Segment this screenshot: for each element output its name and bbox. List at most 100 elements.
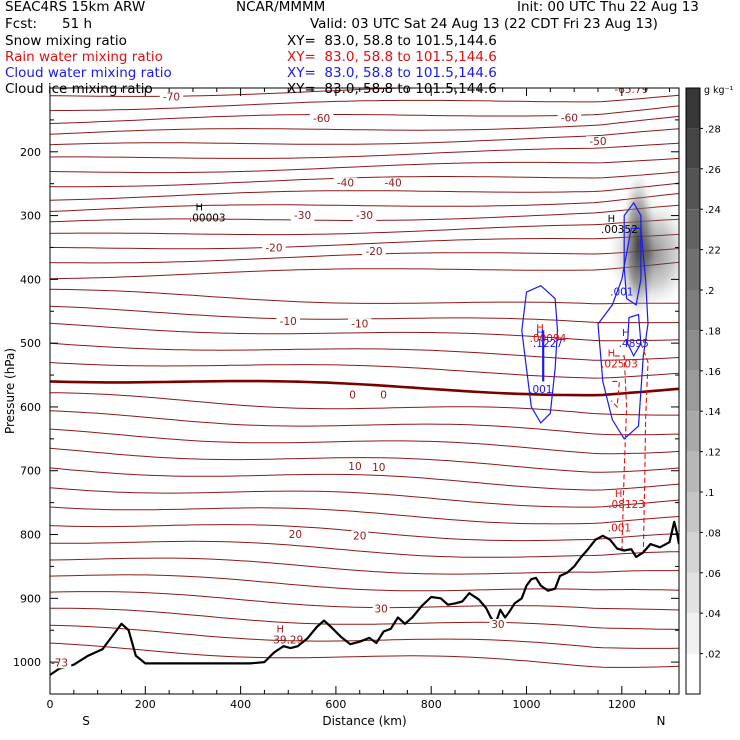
contour-labels: -70 -60 -60 -50 -40 -40 -30 -30 -20 -20 -10 -10 0 0 10…	[50, 84, 653, 669]
isotherm-zero	[50, 379, 679, 397]
isotherm-lines	[50, 88, 679, 668]
north-end-label: N	[657, 714, 666, 728]
isotherm-line	[50, 218, 679, 236]
rain-water-contour	[610, 380, 621, 409]
isotherm-label: -10	[280, 316, 297, 328]
extremum-marker: H	[195, 202, 203, 213]
isotherm-label-bg	[609, 88, 653, 95]
snow-field-name: Snow mixing ratio	[5, 33, 127, 49]
rain-water-contours	[610, 343, 649, 554]
isotherm-label-bg	[557, 112, 582, 124]
model-title: SEAC4RS 15km ARW	[5, 0, 146, 15]
plot-area	[50, 88, 679, 694]
extremum-marker: H	[536, 328, 544, 339]
extremum-value: .1227	[533, 338, 563, 350]
colorbar-unit: g kg⁻¹	[704, 85, 734, 96]
isotherm-label: -40	[385, 178, 402, 190]
colorbar-cell	[686, 88, 700, 129]
terrain-line	[50, 520, 679, 676]
extremum-value: .08123	[608, 499, 645, 511]
colorbar-tick-label: .18	[705, 326, 721, 337]
colorbar-tick-label: .1	[705, 488, 715, 499]
plot-background	[50, 88, 679, 694]
south-end-label: S	[82, 714, 90, 728]
cloud-water-contour	[597, 227, 649, 440]
isotherm-line	[50, 88, 416, 97]
colorbar-cell	[686, 290, 700, 331]
isotherm-label: -30	[356, 210, 373, 222]
x-tick-label: 0	[47, 698, 54, 711]
isotherm-label: 10	[348, 461, 361, 473]
isotherm-label-bg	[286, 529, 304, 541]
cloud-water-field-xy: XY= 83.0, 58.8 to 101.5,144.6	[287, 65, 497, 81]
y-tick-label: 300	[20, 210, 41, 223]
isotherm-label-bg	[362, 245, 386, 257]
isotherm-label-bg	[50, 657, 72, 669]
isotherm-line	[50, 392, 679, 416]
isotherm-line	[50, 94, 679, 112]
isotherm-label: -65.79	[614, 84, 648, 96]
isotherm-label: -50	[589, 136, 606, 148]
isotherm-label: -20	[265, 243, 282, 255]
x-tick-label: 1000	[513, 698, 541, 711]
colorbar-tick-label: .22	[705, 246, 721, 257]
isotherm-label-bg	[586, 136, 610, 148]
isotherm-label-bg	[50, 88, 66, 90]
isotherm-label: 30	[491, 619, 504, 631]
colorbar-border	[685, 87, 701, 695]
isotherm-label: 20	[289, 529, 302, 541]
isotherm-line	[50, 607, 679, 630]
extremum-value: 39.29	[273, 635, 303, 647]
extremum-value: .00003	[189, 212, 226, 224]
valid-time: Valid: 03 UTC Sat 24 Aug 13 (22 CDT Fri …	[310, 16, 658, 32]
isotherm-line	[50, 447, 679, 473]
isotherm-line	[50, 157, 679, 174]
isotherm-line	[50, 410, 679, 436]
isotherm-line	[50, 362, 679, 379]
colorbar-tick-label: .24	[705, 205, 721, 216]
isotherm-label: -40	[337, 178, 354, 190]
x-tick-label: 1200	[608, 698, 636, 711]
isotherm-label: -30	[294, 210, 311, 222]
y-tick-label: 200	[20, 146, 41, 159]
init-time: Init: 00 UTC Thu 22 Aug 13	[517, 0, 699, 15]
isotherm-line	[50, 342, 679, 361]
colorbar-cell	[686, 613, 700, 654]
cloud-water-contour	[626, 313, 642, 358]
isotherm-line	[50, 322, 679, 342]
snow-field-xy: XY= 83.0, 58.8 to 101.5,144.6	[287, 33, 497, 49]
isotherm-line	[50, 261, 679, 280]
extremum-marker: H	[615, 489, 623, 500]
isotherm-label-bg	[489, 619, 507, 631]
isotherm-label-bg	[370, 462, 388, 474]
isotherm-label: 0	[349, 389, 356, 401]
isotherm-label: -20	[365, 246, 382, 258]
extremum-value: .00094	[530, 333, 567, 345]
cloud-water-contours	[521, 201, 649, 440]
colorbar-cell	[686, 451, 700, 492]
isotherm-label-bg	[276, 316, 301, 328]
isotherm-line	[50, 591, 679, 611]
extremum-marker: H	[622, 328, 630, 339]
plot-frame	[49, 87, 680, 695]
isotherm-line	[50, 193, 679, 212]
extremum-value: .02503	[601, 358, 638, 370]
isotherm-line	[50, 540, 679, 558]
y-tick-label: 500	[20, 337, 41, 350]
isotherm-line	[50, 574, 679, 592]
y-tick-label: 700	[20, 465, 41, 478]
isotherm-label-bg	[347, 389, 358, 401]
x-tick-label: 400	[230, 698, 251, 711]
rain-field-xy: XY= 83.0, 58.8 to 101.5,144.6	[287, 49, 497, 65]
rain-water-contour	[614, 355, 628, 554]
x-tick-label: 800	[421, 698, 442, 711]
isotherm-line	[50, 115, 679, 135]
colorbar-cell	[686, 168, 700, 210]
cloud-water-contour	[623, 201, 642, 306]
colorbar-cell	[686, 532, 700, 573]
isotherm-line	[50, 487, 679, 508]
isotherm-label-bg	[372, 603, 390, 615]
colorbar-tick-label: .28	[705, 124, 721, 135]
extremum-value: .4895	[619, 338, 649, 350]
isotherm-label: -70	[163, 91, 180, 103]
